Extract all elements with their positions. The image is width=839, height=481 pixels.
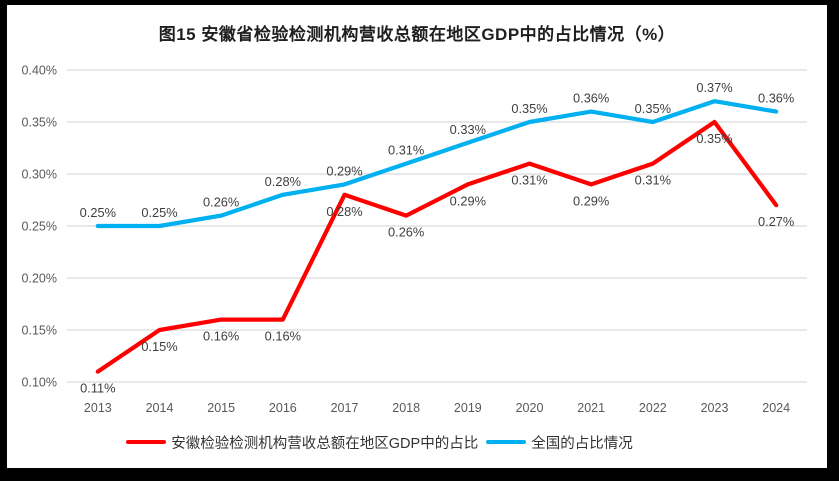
data-label: 0.16% — [265, 329, 301, 344]
data-label: 0.26% — [388, 225, 424, 240]
data-label: 0.16% — [203, 329, 239, 344]
data-label: 0.29% — [326, 163, 362, 178]
x-axis-tick-label: 2015 — [207, 401, 235, 415]
data-label: 0.31% — [511, 173, 547, 188]
data-label: 0.15% — [141, 339, 177, 354]
data-label: 0.25% — [80, 205, 116, 220]
y-axis-tick-label: 0.20% — [22, 272, 57, 286]
data-label: 0.29% — [573, 193, 609, 208]
data-label: 0.25% — [141, 205, 177, 220]
legend-line-swatch-national — [486, 439, 527, 445]
data-label: 0.35% — [696, 131, 732, 146]
x-axis-tick-label: 2022 — [639, 401, 667, 415]
x-axis-tick-label: 2014 — [146, 401, 174, 415]
data-label: 0.31% — [388, 143, 424, 158]
x-axis-tick-label: 2018 — [392, 401, 420, 415]
y-axis-tick-label: 0.15% — [22, 324, 57, 338]
x-axis-tick-label: 2020 — [516, 401, 544, 415]
x-axis-tick-label: 2019 — [454, 401, 482, 415]
x-axis-tick-label: 2023 — [701, 401, 729, 415]
x-axis-tick-label: 2016 — [269, 401, 297, 415]
data-label: 0.36% — [573, 91, 609, 106]
x-axis-tick-label: 2024 — [762, 401, 790, 415]
y-axis-tick-label: 0.35% — [22, 116, 57, 130]
chart-plot-area: 0.40% 0.35% 0.30% 0.25% 0.20% 0.15% 0.10% 2013 2… — [22, 64, 807, 415]
chart-title: 图15 安徽省检验检测机构营收总额在地区GDP中的占比情况（%） — [158, 25, 676, 44]
x-axis-tick-label: 2017 — [331, 401, 359, 415]
data-label: 0.28% — [265, 174, 301, 189]
series-line-1 — [95, 99, 779, 229]
data-label: 0.35% — [511, 101, 547, 116]
legend-line-swatch-anhui — [126, 439, 167, 445]
series-line-0 — [95, 119, 779, 374]
y-axis-tick-label: 0.25% — [22, 220, 57, 234]
chart-legend: 安徽检验检测机构营收总额在地区GDP中的占比 全国的占比情况 — [0, 431, 787, 453]
data-label: 0.36% — [758, 91, 794, 106]
y-axis-tick-label: 0.40% — [22, 64, 57, 78]
y-axis-tick-label: 0.30% — [22, 168, 57, 182]
data-label: 0.31% — [635, 173, 671, 188]
data-label: 0.37% — [696, 80, 732, 95]
data-label: 0.29% — [450, 193, 486, 208]
data-label: 0.26% — [203, 195, 239, 210]
legend-label-anhui: 安徽检验检测机构营收总额在地区GDP中的占比 — [171, 435, 479, 452]
data-label: 0.35% — [635, 101, 671, 116]
data-label: 0.27% — [758, 214, 794, 229]
chart-canvas: 图15 安徽省检验检测机构营收总额在地区GDP中的占比情况（%） 0.40% 0.… — [7, 5, 827, 468]
y-axis-tick-label: 0.10% — [22, 376, 57, 390]
x-axis-tick-label: 2013 — [84, 401, 112, 415]
data-label: 0.33% — [450, 122, 486, 137]
data-label: 0.28% — [326, 204, 362, 219]
legend-label-national: 全国的占比情况 — [531, 435, 633, 452]
x-axis-tick-label: 2021 — [577, 401, 605, 415]
data-label: 0.11% — [80, 381, 115, 396]
